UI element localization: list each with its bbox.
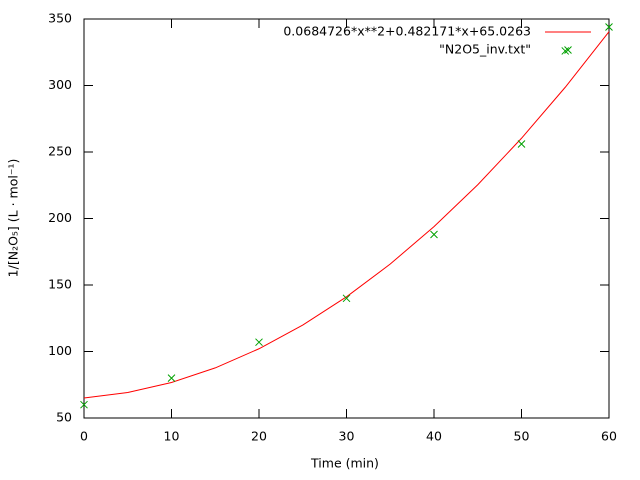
legend-label: 0.0684726*x**2+0.482171*x+65.0263 <box>283 24 531 39</box>
y-tick-label: 200 <box>48 210 72 225</box>
y-tick-label: 300 <box>48 77 72 92</box>
y-tick-label: 150 <box>48 277 72 292</box>
x-tick-label: 30 <box>339 429 355 444</box>
data-point <box>605 23 613 31</box>
data-point <box>561 47 570 55</box>
y-tick-label: 350 <box>48 11 72 26</box>
x-axis-label: Time (min) <box>310 456 379 471</box>
data-point <box>80 400 88 409</box>
x-tick-label: 0 <box>80 429 88 444</box>
y-axis-label: 1/[N₂O₅] (L · mol⁻¹) <box>6 159 21 278</box>
y-tick-label: 100 <box>48 343 72 358</box>
y-tick-label: 250 <box>48 144 72 159</box>
legend-label: "N2O5_inv.txt" <box>439 42 531 57</box>
data-point <box>517 140 526 148</box>
plot-border <box>83 18 610 419</box>
x-tick-label: 20 <box>251 429 267 444</box>
data-point <box>255 338 263 347</box>
x-tick-label: 10 <box>164 429 180 444</box>
data-point <box>167 374 176 382</box>
x-tick-label: 50 <box>514 429 530 444</box>
data-point <box>342 294 351 303</box>
y-tick-label: 50 <box>56 410 72 425</box>
fit-line <box>83 31 610 399</box>
data-point <box>430 230 438 239</box>
x-tick-label: 40 <box>426 429 442 444</box>
legend-marker <box>564 46 572 54</box>
x-tick-label: 60 <box>601 429 617 444</box>
